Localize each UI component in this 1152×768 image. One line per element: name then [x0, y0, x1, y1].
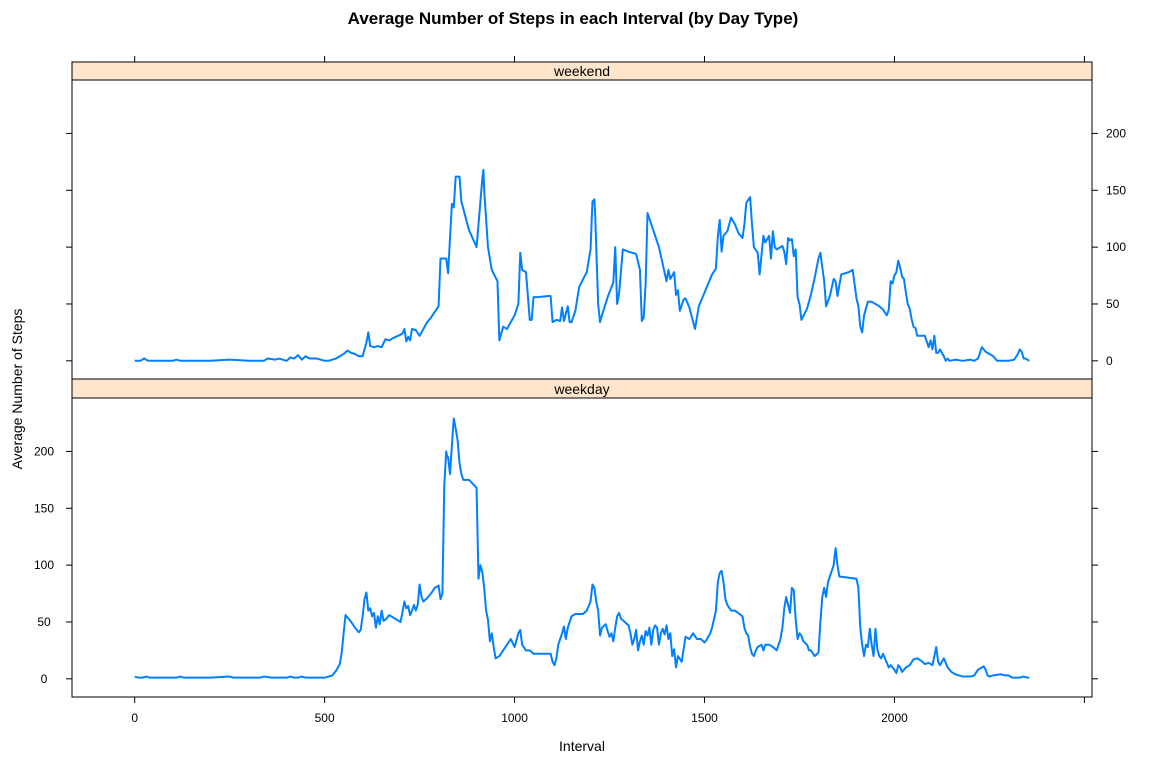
y-axis-label: Average Number of Steps [9, 309, 25, 470]
x-tick-label: 0 [131, 711, 138, 725]
y-tick-label: 100 [1106, 240, 1126, 254]
series-line-weekday [134, 417, 1030, 679]
x-tick-label: 1000 [501, 711, 528, 725]
panel-frame-weekday [71, 397, 1093, 698]
x-tick-label: 1500 [691, 711, 718, 725]
y-tick-label: 150 [34, 501, 54, 515]
y-tick-label: 200 [34, 444, 54, 458]
y-tick-label: 50 [37, 615, 51, 629]
chart-panels: weekend 0 50 100 150 200 weekday 0 50 100 150 200 [34, 61, 1126, 698]
y-ticks-weekday: 0 50 100 150 200 [34, 444, 1098, 686]
y-tick-label: 0 [41, 672, 48, 686]
strip-label-weekday: weekday [553, 381, 609, 397]
y-tick-label: 150 [1106, 183, 1126, 197]
x-axis-label: Interval [559, 738, 605, 754]
series-line-weekend [134, 168, 1030, 362]
x-tick-label: 2000 [881, 711, 908, 725]
y-ticks-weekend: 0 50 100 150 200 [66, 126, 1126, 368]
panel-weekday: weekday 0 50 100 150 200 [34, 378, 1098, 698]
strip-label-weekend: weekend [553, 63, 610, 79]
y-tick-label: 100 [34, 558, 54, 572]
y-tick-label: 50 [1106, 297, 1120, 311]
y-tick-label: 0 [1106, 354, 1113, 368]
x-axis: 0 500 1000 1500 2000 [131, 56, 1085, 725]
x-tick-label: 500 [315, 711, 335, 725]
panel-weekend: weekend 0 50 100 150 200 [66, 61, 1126, 380]
y-tick-label: 200 [1106, 126, 1126, 140]
chart-title: Average Number of Steps in each Interval… [348, 9, 799, 28]
panel-frame-weekend [71, 79, 1093, 380]
